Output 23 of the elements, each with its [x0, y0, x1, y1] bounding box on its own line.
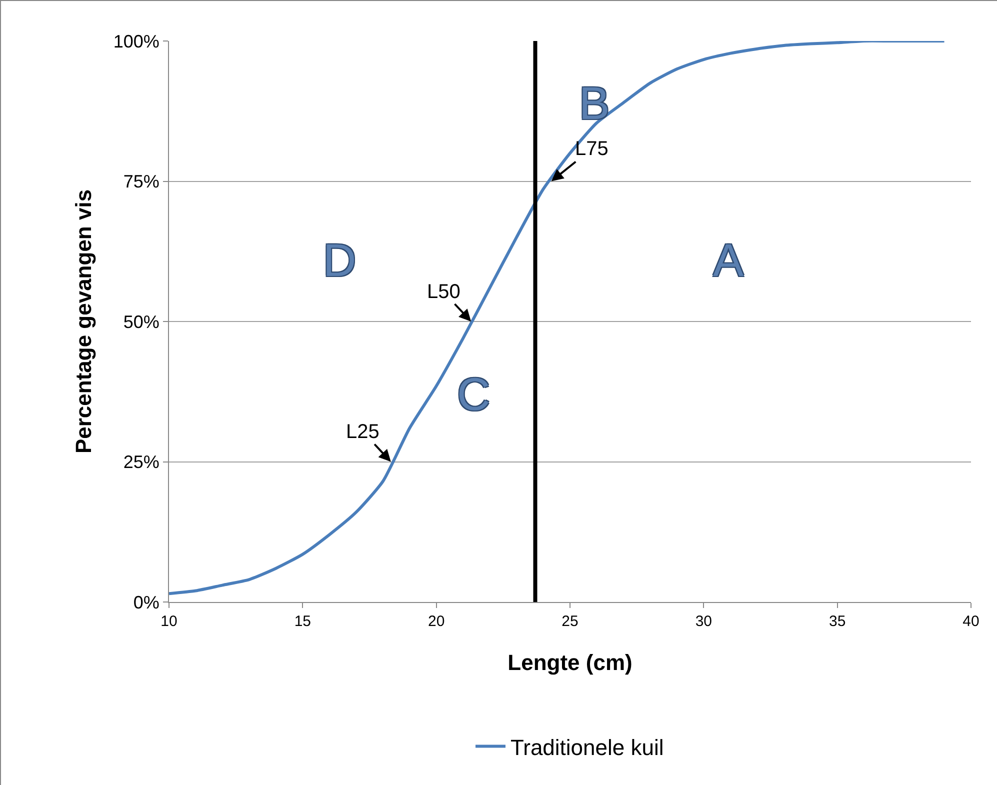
- x-tick-label: 10: [160, 613, 178, 630]
- y-tick-label: 100%: [113, 31, 160, 52]
- annotation: L25: [346, 421, 380, 443]
- x-tick-label: 40: [962, 613, 980, 630]
- annotation: D: [323, 234, 356, 286]
- x-tick-label: 20: [428, 613, 445, 630]
- x-tick-label: 30: [695, 613, 712, 630]
- annotation: A: [713, 234, 744, 286]
- annotation: L50: [427, 281, 460, 303]
- y-tick-label: 75%: [123, 172, 160, 192]
- y-tick-label: 50%: [123, 312, 160, 332]
- y-tick-label: 25%: [123, 452, 160, 472]
- annotation: C: [457, 368, 490, 420]
- annotation: B: [579, 77, 610, 129]
- y-tick-label: 0%: [133, 592, 160, 612]
- legend-label: Traditionele kuil: [510, 734, 664, 760]
- annotation: L75: [575, 138, 608, 160]
- x-tick-label: 15: [294, 613, 312, 630]
- line-series: [169, 41, 946, 596]
- x-tick-label: 35: [828, 613, 846, 630]
- x-axis-title: Lengte (cm): [508, 650, 632, 675]
- x-tick-label: 25: [562, 613, 578, 630]
- y-axis-title: Percentage gevangen vis: [71, 189, 96, 454]
